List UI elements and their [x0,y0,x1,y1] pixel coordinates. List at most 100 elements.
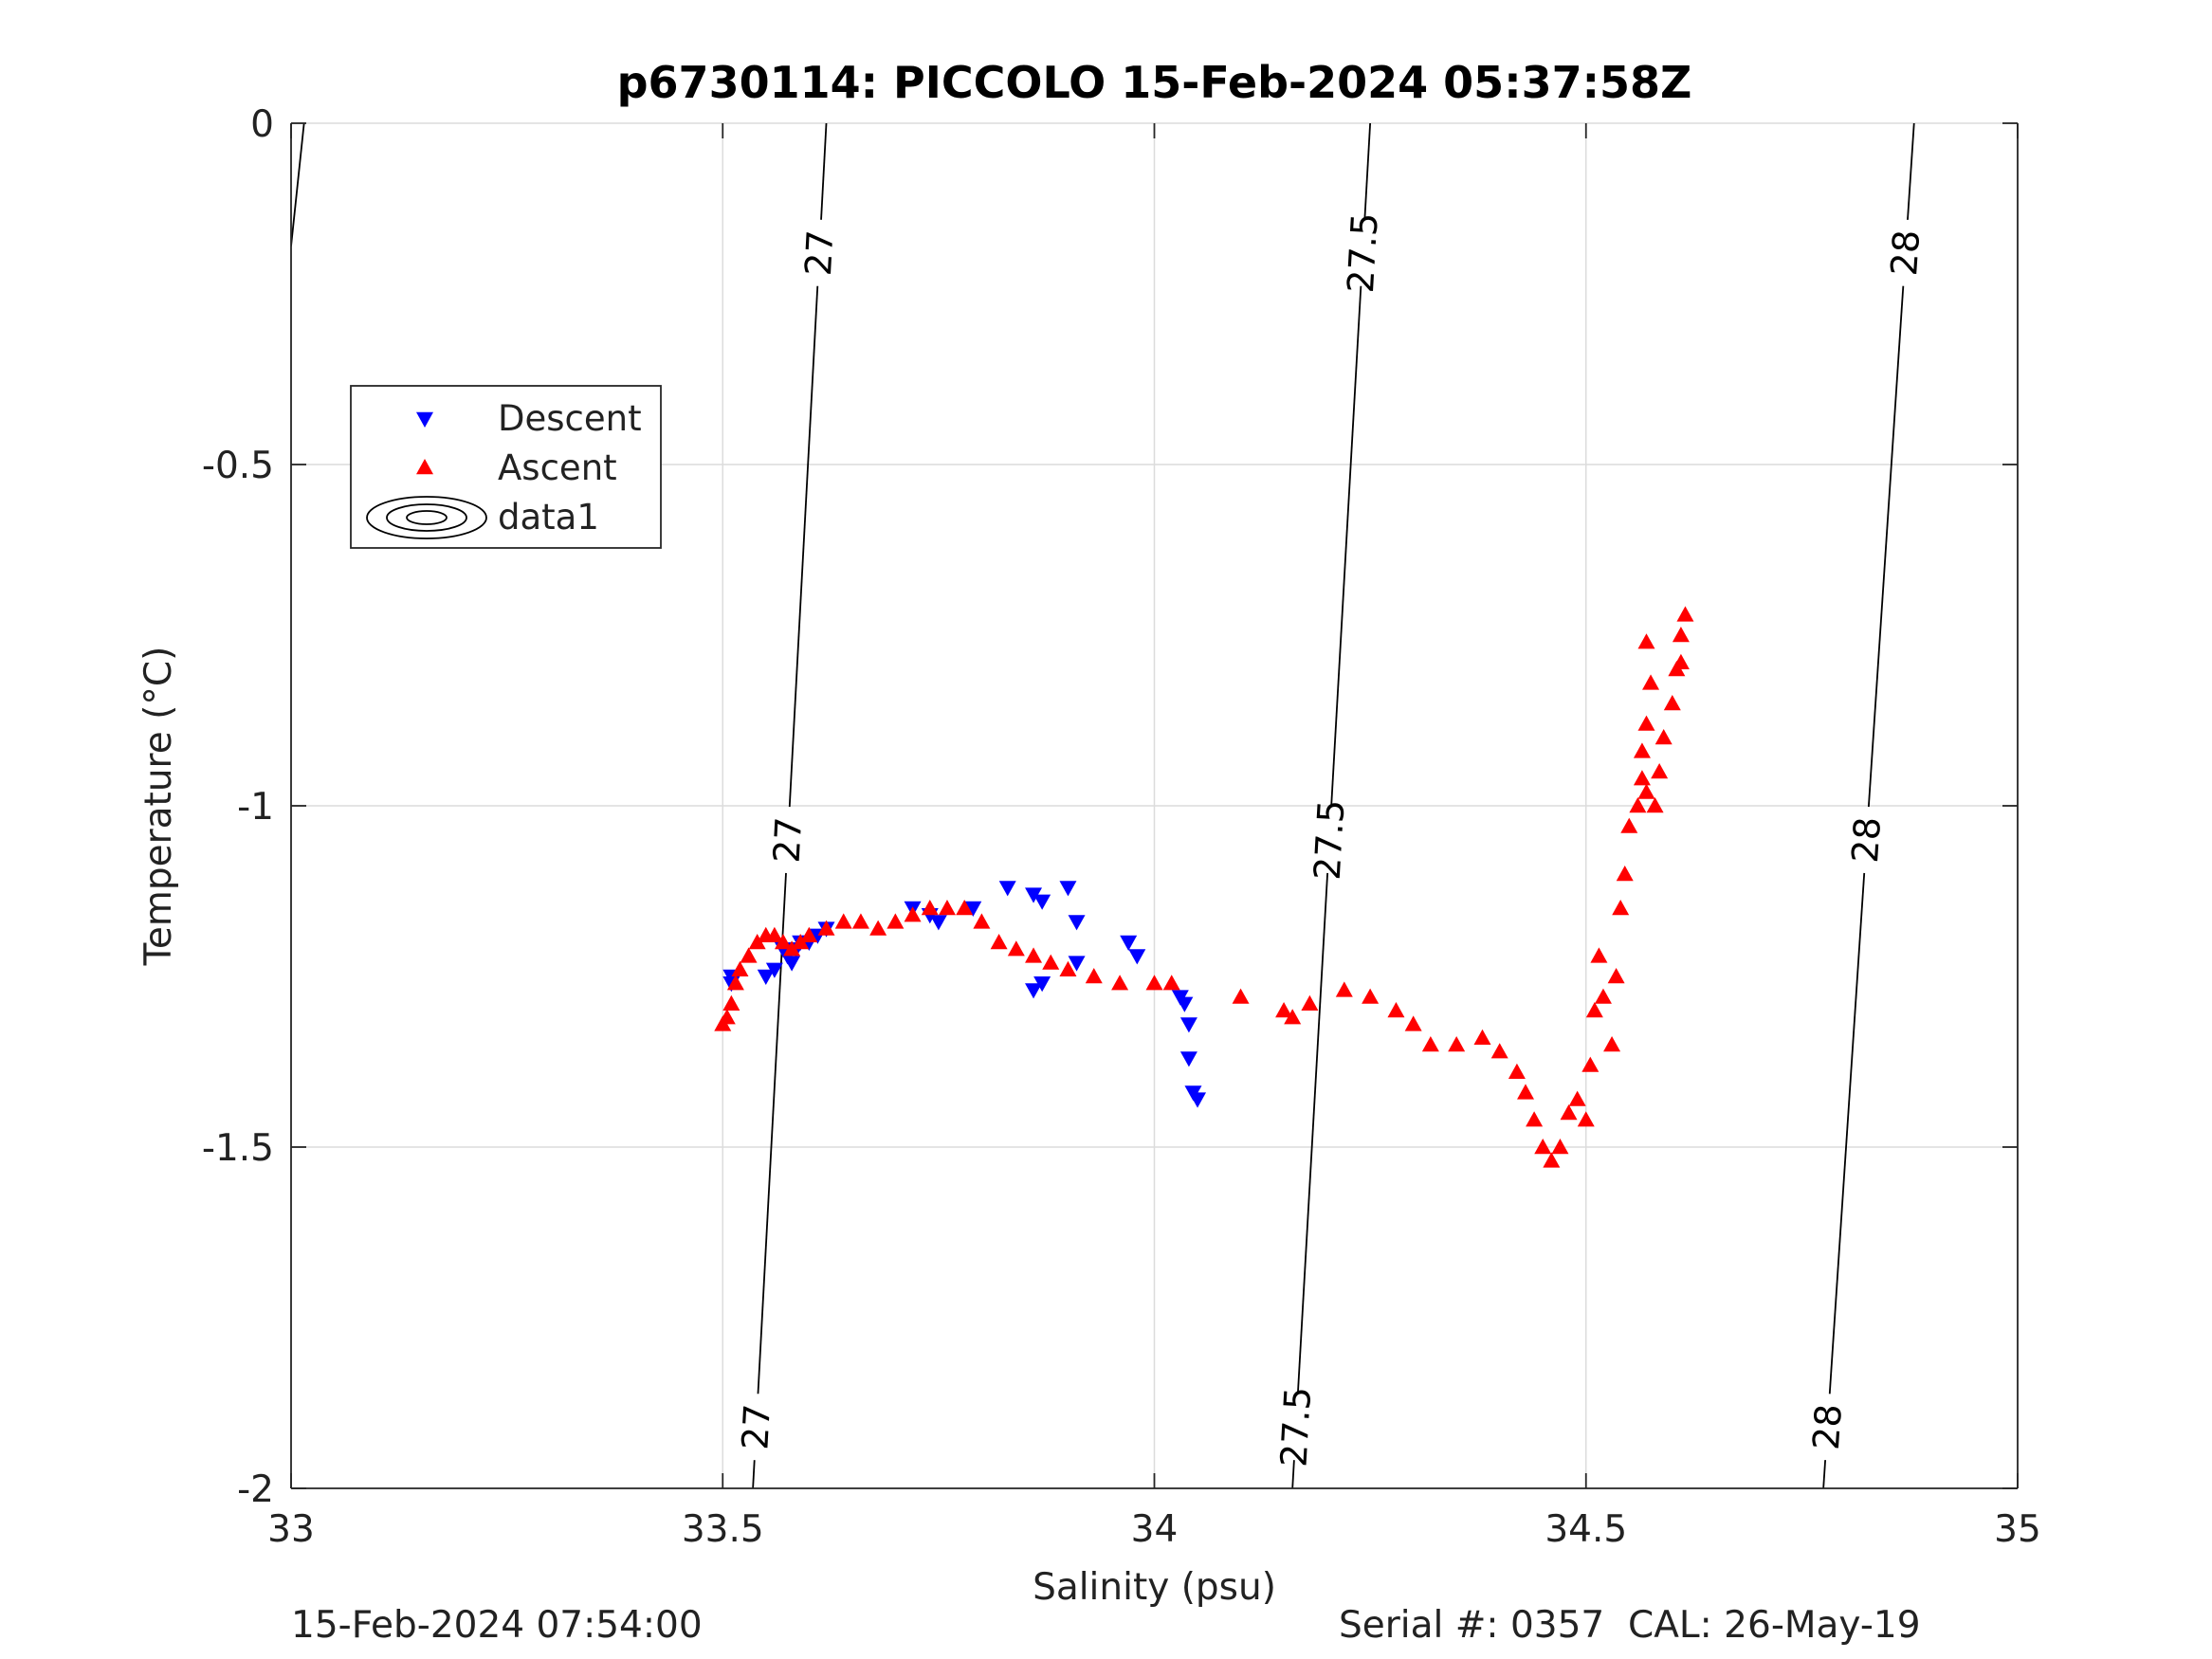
ascent-point [990,934,1008,950]
descent-point [765,962,783,978]
descent-point [1033,894,1051,910]
descent-point [757,969,775,985]
legend-contour-icon [366,496,487,539]
ascent-point [1301,994,1319,1011]
ascent-point [1111,975,1129,991]
descent-point [964,901,982,917]
x-axis-label: Salinity (psu) [1033,1566,1276,1609]
legend-contour-icon [386,503,467,532]
ascent-point [765,926,783,942]
ascent-point [1594,988,1612,1004]
ascent-point [1560,1104,1578,1121]
density-contours: 27 27 27 27.5 27.5 27.5 28 28 28 [291,123,1928,1488]
ascent-point [792,934,810,950]
contour-line-28 [1822,1460,1827,1488]
descent-point [1059,881,1077,897]
descent-point [929,915,947,931]
ascent-point [1275,1002,1293,1018]
contour-line-28 [1907,123,1915,220]
ascent-point [1162,975,1180,991]
chart-title: p6730114: PICCOLO 15-Feb-2024 05:37:58Z [617,57,1692,108]
ascent-point [1581,1056,1600,1072]
descent-point [1179,1051,1197,1067]
ascent-point [800,926,818,942]
ascent-series [714,606,1694,1168]
y-tick-label: 0 [250,103,274,146]
contour-line-28 [1828,872,1866,1395]
x-tick-label: 34 [1131,1508,1179,1551]
contour-label-28: 28 [1805,1403,1850,1451]
ascent-point [1642,674,1660,690]
ascent-point [938,900,956,916]
ascent-point [1421,1036,1439,1052]
ascent-point [1526,1111,1544,1127]
ascent-point [1335,981,1353,997]
contour-line-27 [757,872,787,1395]
contour-line-27 [820,123,828,220]
ascent-point [1616,866,1634,882]
ascent-point [1387,1002,1405,1018]
contour-label-27: 27 [797,228,842,277]
ascent-point [1059,960,1077,976]
ascent-point [1633,770,1651,786]
contour-line-27.5 [1291,1460,1295,1488]
x-tick-label: 33.5 [682,1508,764,1551]
ascent-point [1646,797,1664,813]
ascent-point [1654,729,1673,745]
ascent-point [956,900,974,916]
descent-point [1189,1092,1207,1108]
contour-line-27.5 [1330,285,1362,808]
ascent-point [1534,1139,1552,1155]
contour-line-27.5 [1363,123,1372,220]
ascent-point [726,975,744,991]
contour-line-27 [788,285,819,808]
ascent-point [1551,1139,1569,1155]
contour-line-27 [752,1460,756,1488]
ascent-point [1672,653,1690,669]
ascent-point [1637,715,1655,731]
ascent-point [783,940,801,957]
descent-point [1025,887,1043,903]
contour-label-27.5: 27.5 [1272,1386,1319,1468]
ascent-point [1637,783,1655,799]
y-tick-label: -0.5 [202,445,274,487]
legend-ascent-label: Ascent [498,447,617,488]
contour-label-27: 27 [766,816,811,865]
descent-point [998,881,1016,897]
ascent-point [1007,940,1025,957]
contour-line-28 [1867,285,1905,808]
ascent-point [1577,1111,1595,1127]
x-tick-label: 34.5 [1545,1508,1627,1551]
ascent-point [1620,817,1638,833]
ascent-point [1473,1029,1491,1045]
ascent-point [1603,1036,1621,1052]
legend-descent-marker [416,411,433,428]
ascent-point [1672,627,1690,643]
ascent-point [1085,968,1103,984]
ascent-point [1607,968,1625,984]
y-tick-label: -2 [237,1468,274,1511]
ascent-point [1637,633,1655,649]
contour-line-edge [291,123,305,246]
ascent-point [1629,797,1647,813]
contour-label-28: 28 [1844,815,1889,864]
descent-point [1179,1017,1197,1033]
ascent-point [1042,954,1060,970]
ascent-point [1025,947,1043,963]
y-tick-label: -1 [237,786,274,829]
ascent-point [851,913,869,929]
ascent-point [1232,988,1250,1004]
x-tick-label: 33 [267,1508,315,1551]
ascent-point [1651,763,1669,779]
ascent-point [1590,947,1608,963]
ascent-point [748,934,766,950]
ascent-point [1490,1043,1508,1059]
descent-point [1120,935,1138,951]
ascent-point [1543,1152,1561,1168]
ascent-point [887,913,905,929]
ascent-point [904,906,922,922]
descent-point [1068,915,1086,931]
contour-label-27.5: 27.5 [1307,799,1353,882]
legend-box [350,385,662,549]
